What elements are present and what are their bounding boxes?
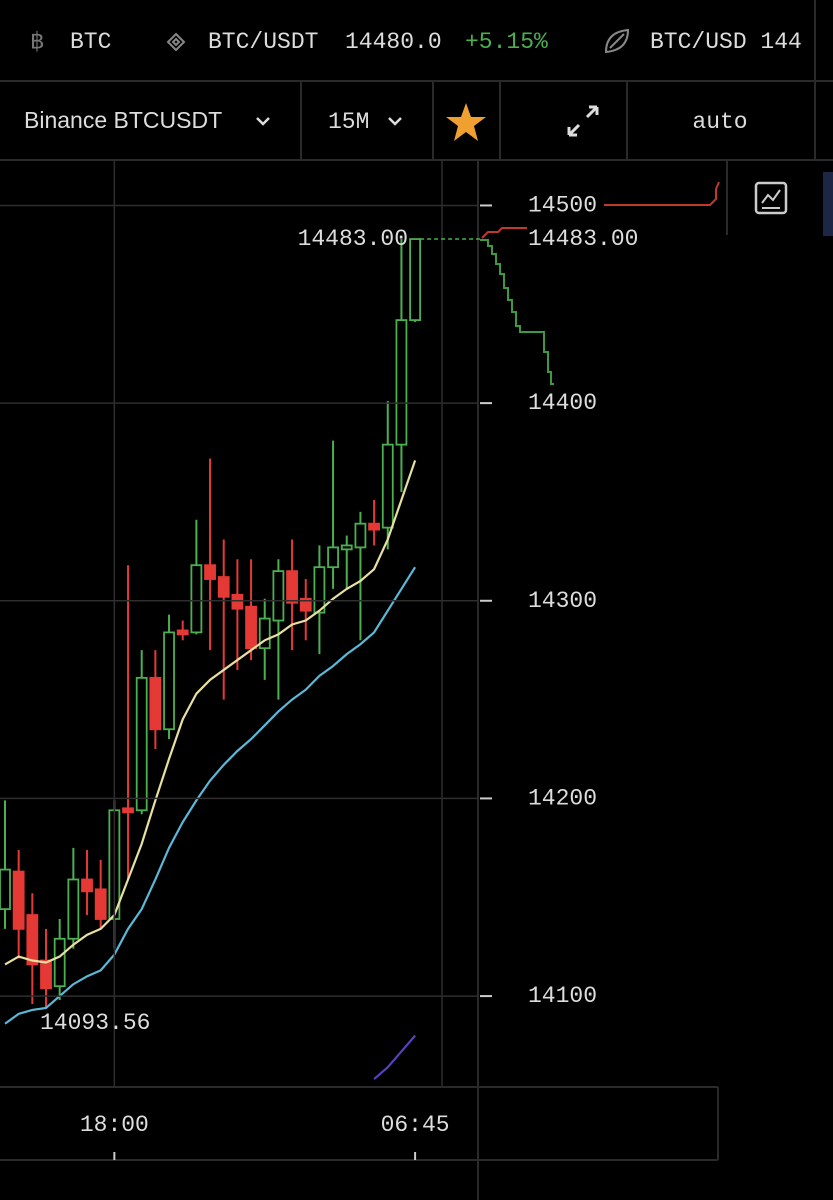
candle-body (395, 319, 408, 446)
ticker-symbol[interactable]: BTC/USD 144 (650, 29, 802, 55)
candle-body (313, 566, 326, 614)
ask-depth (481, 227, 527, 239)
y-tick-label: 14500 (528, 193, 597, 219)
x-tick-label: 18:00 (80, 1112, 149, 1138)
ticker-bar: ฿ BTC BTC/USDT 14480.0 +5.15% BTC/USD 14… (30, 0, 816, 80)
bid-depth (480, 239, 554, 385)
candle-body (354, 522, 367, 549)
y-tick-label: 14100 (528, 983, 597, 1009)
candle-body (368, 522, 380, 531)
x-tick-label: 06:45 (381, 1112, 450, 1138)
moving-average (373, 1034, 416, 1080)
market-selector[interactable]: Binance BTCUSDT (24, 107, 222, 133)
candle-body (340, 544, 353, 551)
candle-body (122, 807, 134, 814)
candle-body (26, 914, 39, 966)
interval-selector[interactable]: 15M (328, 109, 369, 135)
chevron (256, 117, 270, 126)
binance-icon (166, 32, 186, 52)
side-tab (823, 172, 833, 236)
candle-body (81, 878, 93, 893)
fullscreen-button[interactable] (567, 105, 599, 137)
ticker-change: +5.15% (465, 29, 548, 55)
last-price-label: 14483.00 (298, 226, 408, 252)
ticker-price: 14480.0 (345, 29, 442, 55)
candle-body (245, 605, 257, 650)
candle-body (53, 937, 66, 988)
candle-body (299, 597, 312, 612)
ask-depth (604, 181, 720, 206)
toolbar: Binance BTCUSDT 15M auto (24, 82, 816, 160)
candle-body (204, 564, 216, 580)
ticker-symbol[interactable]: BTC (70, 29, 111, 55)
chevron (388, 117, 402, 126)
candle-body (67, 878, 80, 940)
candle-body (217, 576, 230, 598)
y-tick-label: 14300 (528, 588, 597, 614)
last-price-axis-label: 14483.00 (528, 226, 638, 252)
candle-body (272, 570, 285, 622)
candle-body (94, 888, 107, 920)
candle-body (231, 593, 244, 610)
candle-body (163, 631, 175, 731)
btc-icon: ฿ (30, 29, 45, 55)
candle-body (190, 564, 203, 634)
candle-body (381, 443, 394, 529)
candle-body (327, 546, 339, 569)
leaf-icon (604, 28, 630, 54)
candle-body (135, 676, 148, 812)
ticker-symbol[interactable]: BTC/USDT (208, 29, 318, 55)
moving-average (4, 460, 417, 966)
icon-glyph (761, 189, 781, 209)
candle-body (176, 629, 189, 636)
indicator-button[interactable] (754, 181, 788, 215)
favorite-star[interactable] (446, 103, 486, 141)
candle-body (0, 868, 11, 911)
scale-button[interactable]: auto (692, 109, 747, 135)
candle-body (40, 959, 52, 990)
moving-average (4, 566, 417, 1025)
y-tick-label: 14200 (528, 786, 597, 812)
candle-body (409, 238, 422, 322)
candle-body (286, 570, 298, 604)
y-tick-label: 14400 (528, 390, 597, 416)
low-annotation: 14093.56 (40, 1010, 150, 1036)
candle-body (12, 870, 25, 930)
plot-area (0, 238, 480, 1080)
icon-frame (754, 181, 788, 215)
candle-body (258, 617, 271, 650)
candle-body (149, 676, 162, 731)
